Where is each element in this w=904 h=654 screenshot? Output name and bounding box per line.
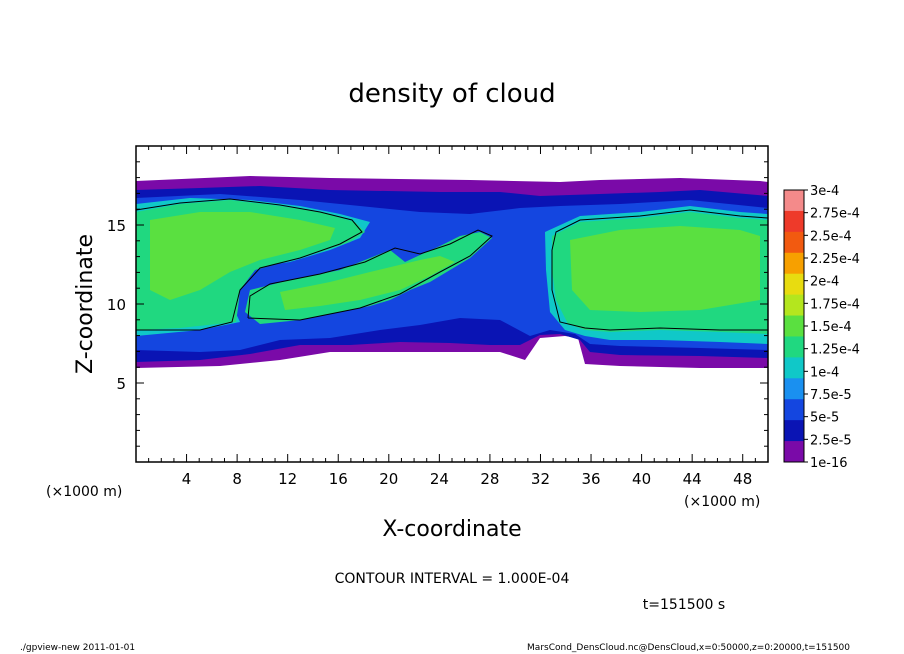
colorbar-label: 2e-4 xyxy=(810,275,839,290)
colorbar-label: 1e-4 xyxy=(810,365,839,380)
footer-right: MarsCond_DensCloud.nc@DensCloud,x=0:5000… xyxy=(527,643,850,653)
colorbar-label: 1.75e-4 xyxy=(810,297,860,312)
colorbar-swatch xyxy=(784,210,804,233)
colorbar-swatch xyxy=(784,273,804,296)
y-axis-title: Z-coordinate xyxy=(73,234,98,374)
chart-title: density of cloud xyxy=(348,79,555,109)
time-label: t=151500 s xyxy=(643,597,725,613)
y-tick-label: 10 xyxy=(107,296,126,314)
contour-line-middle xyxy=(247,229,493,321)
colorbar: 3e-4 2.75e-4 2.5e-4 2.25e-4 2e-4 1.75e-4 1.5e-… xyxy=(783,184,860,471)
colorbar-label: 1.25e-4 xyxy=(810,343,860,358)
colorbar-swatch xyxy=(784,190,804,212)
colorbar-swatch xyxy=(784,231,804,254)
heatmap-field xyxy=(136,176,768,368)
colorbar-label: 7.5e-5 xyxy=(810,388,852,403)
x-tick-label: 16 xyxy=(329,470,348,488)
colorbar-swatch xyxy=(784,357,804,379)
y-axis-unit: (×1000 m) xyxy=(46,484,122,500)
x-tick-label: 32 xyxy=(531,470,550,488)
heatmap-region-peak-middle xyxy=(280,256,455,310)
x-tick-label: 12 xyxy=(278,470,297,488)
x-tick-label: 24 xyxy=(430,470,449,488)
colorbar-swatch xyxy=(784,399,804,421)
heatmap-region-peak-left xyxy=(150,212,335,300)
colorbar-label: 5e-5 xyxy=(810,411,839,426)
contour-line-left xyxy=(136,198,363,331)
colorbar-label: 2.25e-4 xyxy=(810,252,860,267)
colorbar-swatch xyxy=(784,420,804,442)
x-tick-label: 4 xyxy=(182,470,192,488)
x-axis-title: X-coordinate xyxy=(382,517,521,542)
x-tick-label: 8 xyxy=(232,470,242,488)
contour-interval-label: CONTOUR INTERVAL = 1.000E-04 xyxy=(335,571,570,587)
footer-left: ./gpview-new 2011-01-01 xyxy=(20,643,135,653)
colorbar-swatch xyxy=(784,336,804,358)
x-axis-unit: (×1000 m) xyxy=(684,494,760,510)
x-tick-label: 20 xyxy=(379,470,398,488)
colorbar-label: 2.5e-4 xyxy=(810,229,852,244)
y-tick-label: 5 xyxy=(116,375,126,393)
x-tick-label: 36 xyxy=(581,470,600,488)
y-tick-label: 15 xyxy=(107,217,126,235)
colorbar-swatch xyxy=(784,441,804,463)
colorbar-label: 2.5e-5 xyxy=(810,433,852,448)
colorbar-swatch xyxy=(784,294,804,317)
colorbar-label: 3e-4 xyxy=(810,184,839,199)
x-axis-ticks: 4 8 12 16 20 24 28 32 36 40 44 48 xyxy=(148,146,756,488)
heatmap-region-peak-right xyxy=(570,226,760,312)
colorbar-label: 1.5e-4 xyxy=(810,320,852,335)
colorbar-swatch xyxy=(784,378,804,400)
colorbar-swatch xyxy=(784,252,804,275)
x-tick-label: 48 xyxy=(733,470,752,488)
contour-line-right xyxy=(551,209,768,331)
colorbar-label: 2.75e-4 xyxy=(810,207,860,222)
x-tick-label: 28 xyxy=(480,470,499,488)
colorbar-label: 1e-16 xyxy=(810,456,848,471)
x-tick-label: 44 xyxy=(683,470,702,488)
y-axis-ticks: 5 10 15 xyxy=(107,161,768,447)
x-tick-label: 40 xyxy=(632,470,651,488)
colorbar-swatch xyxy=(784,315,804,337)
